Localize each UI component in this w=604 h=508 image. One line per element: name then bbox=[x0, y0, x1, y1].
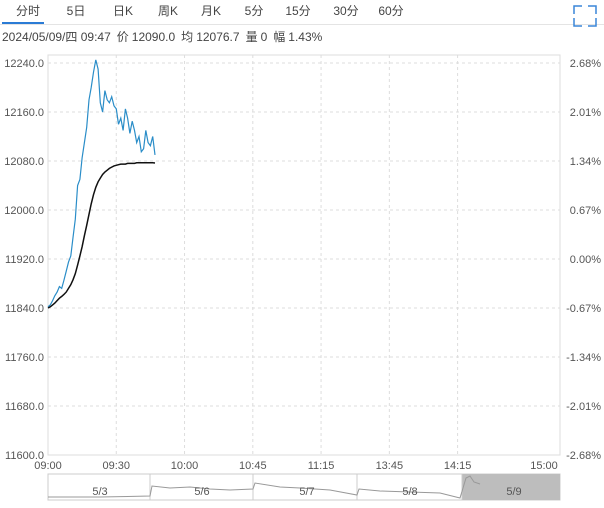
y2-tick-label: -1.34% bbox=[566, 352, 601, 364]
navigator-date: 5/6 bbox=[194, 486, 209, 498]
tab[interactable]: 15分 bbox=[285, 4, 310, 18]
info-change: 1.43% bbox=[288, 30, 322, 44]
x-tick-label: 10:00 bbox=[171, 460, 199, 472]
info-avg-label: 均 bbox=[181, 30, 193, 44]
y-tick-label: 12240.0 bbox=[4, 58, 44, 70]
y-tick-label: 11840.0 bbox=[5, 303, 44, 315]
info-volume: 0 bbox=[261, 30, 268, 44]
y2-tick-label: 2.01% bbox=[570, 107, 601, 119]
tab[interactable]: 5分 bbox=[245, 4, 264, 18]
y2-tick-label: 2.68% bbox=[570, 58, 601, 70]
series-line bbox=[47, 59, 156, 308]
y-tick-label: 12080.0 bbox=[4, 156, 44, 168]
tab[interactable]: 5日 bbox=[67, 4, 86, 18]
navigator-date: 5/3 bbox=[92, 486, 107, 498]
y-tick-label: 11680.0 bbox=[5, 401, 44, 413]
y2-tick-label: 0.00% bbox=[570, 254, 601, 266]
y-tick-label: 11600.0 bbox=[5, 450, 44, 462]
y2-tick-label: 1.34% bbox=[570, 156, 601, 168]
info-avg: 12076.7 bbox=[196, 30, 240, 44]
y2-tick-label: -0.67% bbox=[566, 303, 601, 315]
info-price-label: 价 bbox=[117, 30, 129, 44]
y2-tick-label: -2.01% bbox=[566, 401, 601, 413]
info-change-label: 幅 bbox=[273, 29, 285, 44]
navigator-date: 5/7 bbox=[299, 486, 314, 498]
tab[interactable]: 周K bbox=[158, 4, 178, 18]
x-tick-label: 14:15 bbox=[444, 460, 472, 472]
x-tick-label: 09:30 bbox=[103, 460, 131, 472]
x-tick-label: 09:00 bbox=[34, 460, 62, 472]
tab[interactable]: 60分 bbox=[378, 4, 403, 18]
navigator-dividers bbox=[149, 474, 463, 500]
y-tick-label: 11920.0 bbox=[5, 254, 44, 266]
info-volume-label: 量 bbox=[246, 30, 258, 44]
tab[interactable]: 30分 bbox=[333, 4, 358, 18]
tab[interactable]: 日K bbox=[113, 4, 133, 18]
info-price: 12090.0 bbox=[132, 30, 176, 44]
navigator-date: 5/9 bbox=[506, 486, 521, 498]
info-datetime: 2024/05/09/四 09:47 bbox=[2, 30, 111, 44]
tab[interactable]: 分时 bbox=[16, 4, 40, 18]
expand-icon[interactable] bbox=[573, 5, 597, 27]
y-tick-label: 12000.0 bbox=[4, 205, 44, 217]
x-tick-label: 11:15 bbox=[308, 460, 335, 472]
y2-tick-label: 0.67% bbox=[570, 205, 601, 217]
series-line bbox=[47, 162, 156, 309]
navigator-sparkline bbox=[48, 475, 481, 499]
navigator-selection[interactable] bbox=[462, 474, 560, 500]
x-tick-label: 15:00 bbox=[530, 460, 558, 472]
x-tick-label: 13:45 bbox=[376, 460, 404, 472]
y-tick-label: 11760.0 bbox=[5, 352, 44, 364]
tab-underline bbox=[2, 22, 44, 24]
navigator-date: 5/8 bbox=[402, 486, 417, 498]
y2-tick-label: -2.68% bbox=[566, 450, 601, 462]
y-tick-label: 12160.0 bbox=[4, 107, 44, 119]
x-tick-label: 10:45 bbox=[239, 460, 267, 472]
tab[interactable]: 月K bbox=[201, 4, 221, 18]
